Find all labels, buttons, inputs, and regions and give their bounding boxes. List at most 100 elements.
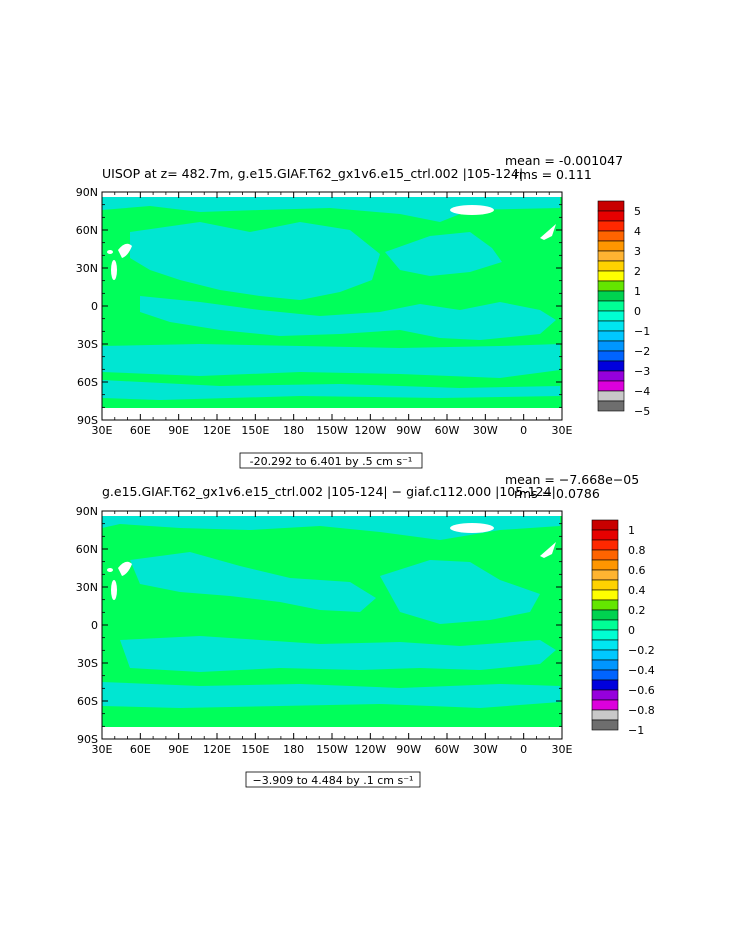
panel-2-rms: rms = 0.0786 [514, 486, 600, 501]
panel-2-x-tick-label: 120W [354, 743, 386, 756]
panel-1-y-ticks: 90N 60N 30N 0 30S 60S 90S [76, 186, 562, 427]
panel-1-x-tick-label: 60E [130, 424, 151, 437]
panel-1-colorbar-swatch [597, 320, 625, 332]
panel-2-x-tick-label: 90W [396, 743, 421, 756]
panel-1-y-tick-label: 90N [76, 186, 98, 199]
panel-2-colorbar-swatch [591, 639, 619, 651]
panel-1-colorbar-swatch [597, 270, 625, 282]
panel-2-x-ticks: 30E 60E 90E 120E 150E 180 150W 120W 90W 60W 30W 0 30… [92, 511, 573, 756]
panel-1-colorbar-swatch [597, 230, 625, 242]
panel-1-colorbar-swatch [597, 370, 625, 382]
panel-2-colorbar-swatch [591, 629, 619, 641]
panel-2-y-tick-label: 60N [76, 543, 98, 556]
panel-2-y-tick-label: 30S [77, 657, 98, 670]
panel-2-colorbar-swatch [591, 599, 619, 611]
panel-2-colorbar-swatch [591, 579, 619, 591]
panel-2-colorbar-swatch [591, 589, 619, 601]
panel-1-y-tick-label: 90S [77, 414, 98, 427]
panel-1-cyan-regions [102, 196, 560, 400]
panel-1-map: 30E 60E 90E 120E 150E 180 150W 120W 90W 60W 30W 0 30… [76, 186, 573, 437]
panel-1-x-tick-label: 150W [316, 424, 348, 437]
panel-2-mean: mean = −7.668e−05 [505, 472, 639, 487]
panel-1-colorbar-swatch [597, 290, 625, 302]
panel-2-colorbar-label: 0.6 [628, 564, 646, 577]
panel-2-contour-info-box [245, 771, 421, 788]
panel-2-y-tick-label: 90N [76, 505, 98, 518]
panel-1-x-tick-label: 30E [92, 424, 113, 437]
panel-1-colorbar-label: −4 [634, 385, 650, 398]
panel-2-colorbar-swatch [591, 609, 619, 621]
panel-2-colorbar-swatch [591, 669, 619, 681]
panel-2-x-tick-label: 180 [283, 743, 304, 756]
panel-1-colorbar: 5 4 3 2 1 0 −1 −2 −3 −4 −5 [597, 200, 650, 418]
panel-1-colorbar-swatch [597, 200, 625, 212]
panel-1-colorbar-label: −1 [634, 325, 650, 338]
panel-2-colorbar-swatch [591, 559, 619, 571]
panel-1-y-tick-label: 30N [76, 262, 98, 275]
panel-2-colorbar-swatch [591, 519, 619, 531]
panel-2-x-tick-label: 0 [520, 743, 527, 756]
panel-1-x-tick-label: 120E [203, 424, 231, 437]
panel-2-colorbar-swatch [591, 569, 619, 581]
panel-2: g.e15.GIAF.T62_gx1v6.e15_ctrl.002 |105-1… [76, 472, 655, 788]
panel-1-colorbar-label: 1 [634, 285, 641, 298]
panel-1-colorbar-label: 2 [634, 265, 641, 278]
panel-1-y-tick-label: 60S [77, 376, 98, 389]
panel-1-mean: mean = -0.001047 [505, 153, 623, 168]
panel-2-colorbar-swatch [591, 539, 619, 551]
panel-1-x-tick-label: 90W [396, 424, 421, 437]
panel-1-colorbar-swatch [597, 280, 625, 292]
panel-1-colorbar-label: 3 [634, 245, 641, 258]
panel-2-colorbar-label: −0.6 [628, 684, 655, 697]
panel-1-colorbar-label: −3 [634, 365, 650, 378]
panel-2-y-tick-label: 90S [77, 733, 98, 746]
panel-2-x-tick-label: 30W [473, 743, 498, 756]
panel-1-colorbar-label: −5 [634, 405, 650, 418]
panel-2-colorbar-swatch [591, 709, 619, 721]
panel-2-colorbar-label: 0.2 [628, 604, 646, 617]
panel-2-x-tick-label: 150E [241, 743, 269, 756]
panel-2-title: g.e15.GIAF.T62_gx1v6.e15_ctrl.002 |105-1… [102, 484, 556, 499]
panel-1-colorbar-swatch [597, 250, 625, 262]
panel-2-x-tick-label: 30E [552, 743, 573, 756]
panel-1-x-tick-label: 30E [552, 424, 573, 437]
panel-2-colorbar-swatch [591, 679, 619, 691]
panel-1-x-tick-label: 60W [435, 424, 460, 437]
panel-1-colorbar-label: −2 [634, 345, 650, 358]
panel-1-x-tick-label: 90E [168, 424, 189, 437]
panel-2-colorbar-label: −1 [628, 724, 644, 737]
panel-1-x-ticks: 30E 60E 90E 120E 150E 180 150W 120W 90W 60W 30W 0 30… [92, 192, 573, 437]
panel-1-title: UISOP at z= 482.7m, g.e15.GIAF.T62_gx1v6… [102, 166, 523, 181]
panel-1-y-tick-label: 30S [77, 338, 98, 351]
panel-1-x-tick-label: 0 [520, 424, 527, 437]
panel-1-rms: rms = 0.111 [514, 167, 592, 182]
panel-1-colorbar-swatch [597, 390, 625, 402]
panel-1-contour-info-box [239, 452, 423, 469]
panel-2-y-tick-label: 0 [91, 619, 98, 632]
panel-1-colorbar-swatch [597, 210, 625, 222]
panel-2-x-tick-label: 150W [316, 743, 348, 756]
panel-1-colorbar-swatch [597, 330, 625, 342]
panel-1-y-tick-label: 60N [76, 224, 98, 237]
panel-1-colorbar-label: 4 [634, 225, 641, 238]
panel-2-y-tick-label: 60S [77, 695, 98, 708]
panel-2-colorbar-swatch [591, 549, 619, 561]
panel-1-colorbar-swatch [597, 350, 625, 362]
panel-1-colorbar-swatch [597, 400, 625, 412]
panel-1-colorbar-swatch [597, 300, 625, 312]
panel-2-x-tick-label: 60E [130, 743, 151, 756]
panel-1-colorbar-swatch [597, 260, 625, 272]
panel-2-map: 30E 60E 90E 120E 150E 180 150W 120W 90W 60W 30W 0 30… [76, 505, 573, 756]
panel-2-x-tick-label: 120E [203, 743, 231, 756]
panel-1-contour-info: -20.292 to 6.401 by .5 cm s⁻¹ [250, 455, 413, 468]
panel-2-colorbar-label: −0.8 [628, 704, 655, 717]
panel-1-colorbar-swatch [597, 220, 625, 232]
panel-2-colorbar-swatch [591, 649, 619, 661]
panel-1-x-tick-label: 30W [473, 424, 498, 437]
panel-2-colorbar: 1 0.8 0.6 0.4 0.2 0 −0.2 −0.4 −0.6 −0.8 −1 [591, 519, 655, 737]
panel-2-colorbar-swatch [591, 619, 619, 631]
panel-2-colorbar-label: −0.4 [628, 664, 655, 677]
panel-1-colorbar-swatch [597, 360, 625, 372]
panel-2-cyan-regions [102, 516, 560, 708]
